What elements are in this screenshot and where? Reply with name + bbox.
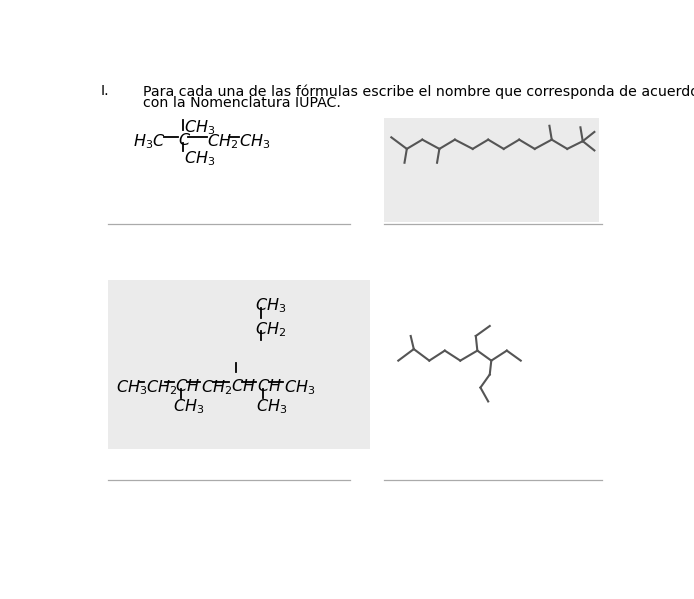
- Text: con la Nomenclatura IUPAC.: con la Nomenclatura IUPAC.: [142, 96, 341, 110]
- Text: Para cada una de las fórmulas escribe el nombre que corresponda de acuerdo: Para cada una de las fórmulas escribe el…: [142, 84, 694, 99]
- Text: $\mathit{CH_3}$: $\mathit{CH_3}$: [255, 297, 286, 316]
- Text: $\mathit{CH_2}$: $\mathit{CH_2}$: [255, 320, 286, 338]
- Text: $\mathit{C}$: $\mathit{C}$: [178, 132, 192, 148]
- Text: $\mathit{CH_2}$: $\mathit{CH_2}$: [201, 379, 232, 397]
- Text: $\mathit{CH}$: $\mathit{CH}$: [175, 379, 200, 394]
- Text: $\mathit{CH_3}$: $\mathit{CH_3}$: [173, 397, 204, 416]
- Text: $\mathit{H_3C}$: $\mathit{H_3C}$: [133, 132, 166, 150]
- Text: $\mathit{CH_3}$: $\mathit{CH_3}$: [185, 149, 216, 168]
- Text: $\mathit{CH}$: $\mathit{CH}$: [231, 379, 255, 394]
- Text: $\mathit{CH_3}$: $\mathit{CH_3}$: [239, 132, 270, 150]
- Bar: [384, 118, 599, 222]
- Bar: [108, 280, 370, 449]
- Text: $\mathit{CH_3}$: $\mathit{CH_3}$: [116, 379, 148, 397]
- Text: I.: I.: [101, 84, 110, 98]
- Text: $\mathit{CH_2}$: $\mathit{CH_2}$: [146, 379, 177, 397]
- Text: $\mathit{CH_3}$: $\mathit{CH_3}$: [285, 379, 316, 397]
- Text: $\mathit{CH_3}$: $\mathit{CH_3}$: [255, 397, 287, 416]
- Text: $\mathit{CH}$: $\mathit{CH}$: [257, 379, 282, 394]
- Text: $\mathit{CH_2}$: $\mathit{CH_2}$: [207, 132, 238, 150]
- Text: $\mathit{CH_3}$: $\mathit{CH_3}$: [185, 118, 216, 137]
